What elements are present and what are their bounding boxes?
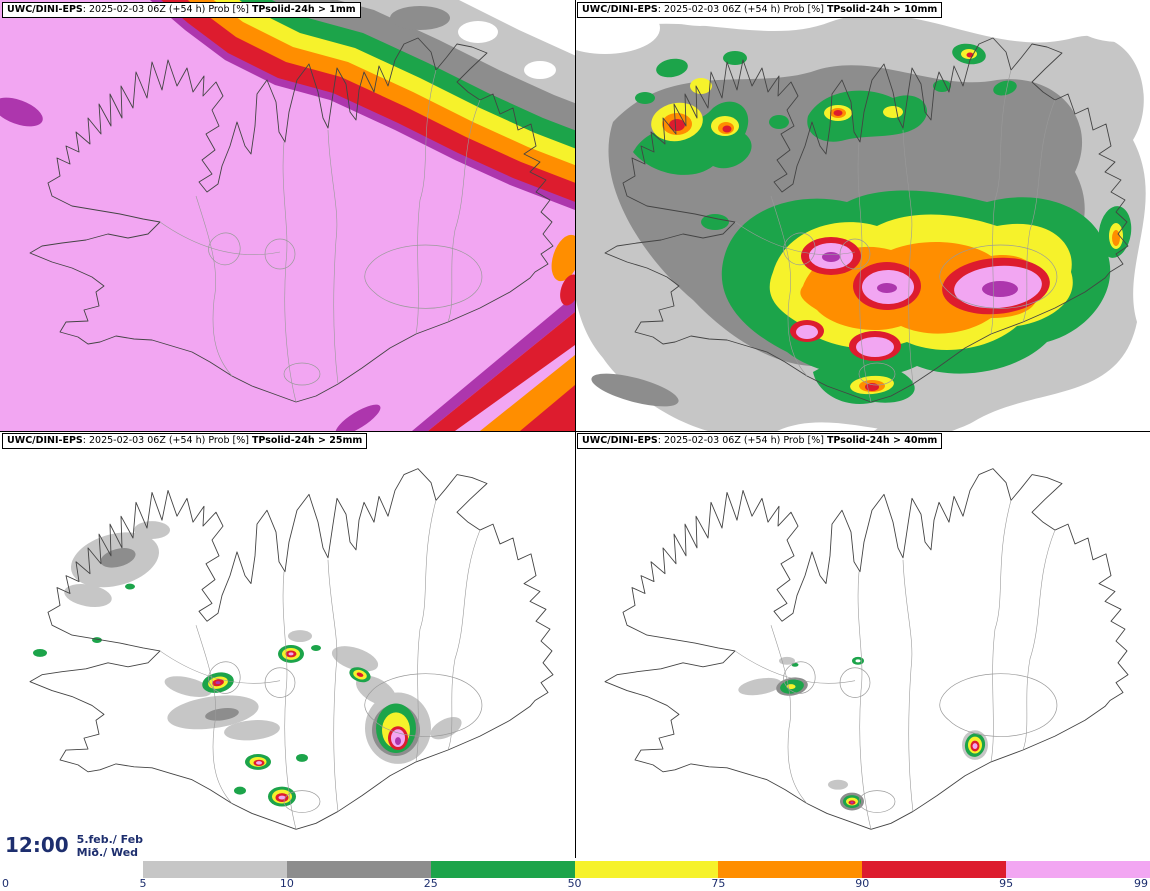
map-canvas-10mm bbox=[575, 0, 1150, 431]
model-name: UWC/DINI-EPS bbox=[7, 4, 83, 15]
panel-divider-horizontal bbox=[0, 431, 1150, 432]
colorbar-tick-50: 50 bbox=[567, 877, 582, 890]
model-name: UWC/DINI-EPS bbox=[582, 435, 658, 446]
colorbar-segment-10-25 bbox=[286, 861, 431, 878]
colorbar-tick-5: 5 bbox=[139, 877, 147, 890]
colorbar-segments bbox=[143, 861, 1150, 878]
panel-prob-gt-40mm: UWC/DINI-EPS: 2025-02-03 06Z (+54 h) Pro… bbox=[575, 431, 1150, 858]
colorbar-tick-75: 75 bbox=[711, 877, 726, 890]
panel-title-10mm: UWC/DINI-EPS: 2025-02-03 06Z (+54 h) Pro… bbox=[577, 2, 943, 18]
panel-prob-gt-1mm: UWC/DINI-EPS: 2025-02-03 06Z (+54 h) Pro… bbox=[0, 0, 575, 431]
colorbar-tick-25: 25 bbox=[423, 877, 438, 890]
colorbar-tick-90: 90 bbox=[855, 877, 870, 890]
valid-time-block: 12:00 5.feb./ Feb Mið./ Wed bbox=[5, 832, 143, 859]
panel-title-1mm: UWC/DINI-EPS: 2025-02-03 06Z (+54 h) Pro… bbox=[2, 2, 361, 18]
panel-prob-gt-10mm: UWC/DINI-EPS: 2025-02-03 06Z (+54 h) Pro… bbox=[575, 0, 1150, 431]
colorbar-segment-95-99 bbox=[1006, 861, 1150, 878]
colorbar-tick-99: 99 bbox=[1134, 877, 1148, 890]
colorbar-segment-90-95 bbox=[862, 861, 1007, 878]
run-info: : 2025-02-03 06Z (+54 h) Prob [%] bbox=[657, 4, 827, 15]
run-info: : 2025-02-03 06Z (+54 h) Prob [%] bbox=[657, 435, 827, 446]
threshold-label: TPsolid-24h > 25mm bbox=[251, 435, 363, 446]
colorbar-segment-25-50 bbox=[430, 861, 575, 878]
panel-divider-vertical bbox=[575, 0, 576, 858]
run-info: : 2025-02-03 06Z (+54 h) Prob [%] bbox=[82, 435, 252, 446]
colorbar-segment-75-90 bbox=[718, 861, 863, 878]
valid-weekday: Mið./ Wed bbox=[76, 846, 139, 859]
panel-prob-gt-25mm: UWC/DINI-EPS: 2025-02-03 06Z (+54 h) Pro… bbox=[0, 431, 575, 858]
model-name: UWC/DINI-EPS bbox=[582, 4, 658, 15]
threshold-label: TPsolid-24h > 10mm bbox=[826, 4, 938, 15]
panel-title-40mm: UWC/DINI-EPS: 2025-02-03 06Z (+54 h) Pro… bbox=[577, 433, 943, 449]
colorbar-tick-0: 0 bbox=[2, 877, 9, 890]
valid-time: 12:00 bbox=[5, 833, 69, 857]
model-name: UWC/DINI-EPS bbox=[7, 435, 83, 446]
colorbar-tick-95: 95 bbox=[999, 877, 1014, 890]
threshold-label: TPsolid-24h > 40mm bbox=[826, 435, 938, 446]
threshold-label: TPsolid-24h > 1mm bbox=[251, 4, 356, 15]
run-info: : 2025-02-03 06Z (+54 h) Prob [%] bbox=[82, 4, 252, 15]
colorbar-ticks: 0 5 10 25 50 75 90 95 99 bbox=[0, 877, 1150, 891]
colorbar-tick-10: 10 bbox=[279, 877, 294, 890]
map-canvas-40mm bbox=[575, 431, 1150, 858]
colorbar-segment-50-75 bbox=[574, 861, 719, 878]
valid-date: 5.feb./ Feb bbox=[76, 833, 144, 846]
panel-title-25mm: UWC/DINI-EPS: 2025-02-03 06Z (+54 h) Pro… bbox=[2, 433, 368, 449]
map-canvas-25mm bbox=[0, 431, 575, 858]
colorbar-segment-5-10 bbox=[143, 861, 287, 878]
map-canvas-1mm bbox=[0, 0, 575, 431]
